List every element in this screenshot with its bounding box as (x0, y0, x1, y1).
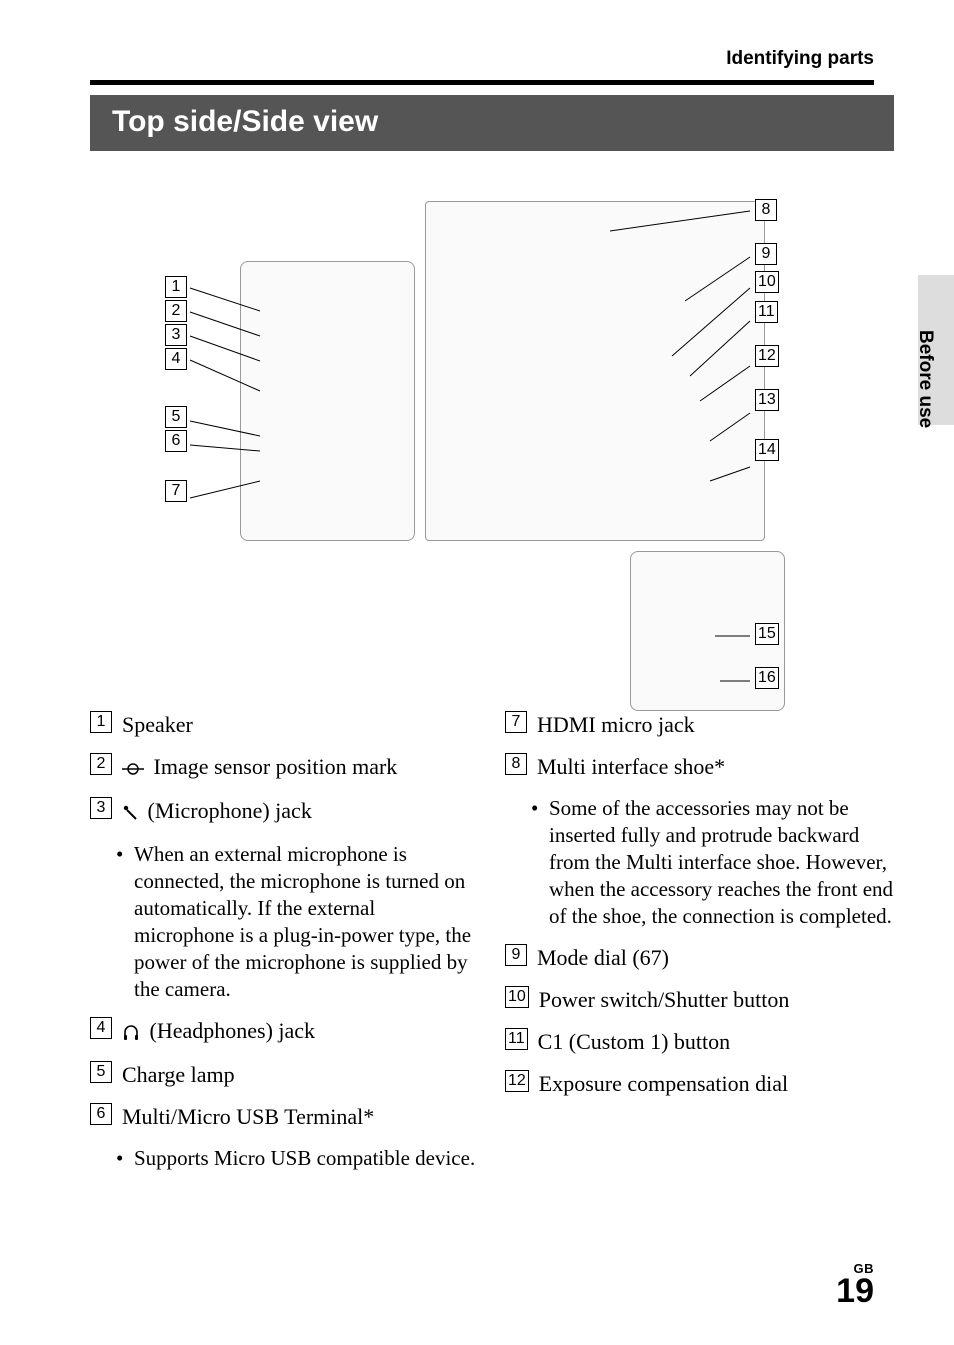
item-num: 6 (90, 1103, 112, 1125)
list-item: 9 Mode dial (67) (505, 944, 894, 972)
callouts-right: 8 9 10 11 12 13 14 (755, 199, 779, 463)
callout-num: 14 (755, 439, 779, 461)
item-label: Speaker (122, 711, 479, 739)
callout-num: 13 (755, 389, 779, 411)
callout-num: 16 (755, 667, 779, 689)
item-sub-bullet: Supports Micro USB compatible device. (116, 1145, 479, 1172)
item-label: Image sensor position mark (122, 753, 479, 783)
item-num: 11 (505, 1028, 528, 1050)
callout-num: 8 (755, 199, 777, 221)
sensor-mark-icon (122, 755, 144, 783)
item-label-text: Image sensor position mark (154, 754, 398, 779)
parts-list: 1 Speaker 2 Image sensor position mark 3 (90, 711, 894, 1186)
item-label: Mode dial (67) (537, 944, 894, 972)
list-item: 5 Charge lamp (90, 1061, 479, 1089)
item-label: HDMI micro jack (537, 711, 894, 739)
callout-num: 10 (755, 271, 779, 293)
list-item: 11 C1 (Custom 1) button (505, 1028, 894, 1056)
callout-num: 12 (755, 345, 779, 367)
item-num: 2 (90, 753, 112, 775)
list-item: 6 Multi/Micro USB Terminal* (90, 1103, 479, 1131)
list-item: 10 Power switch/Shutter button (505, 986, 894, 1014)
callout-num: 9 (755, 243, 777, 265)
list-item: 12 Exposure compensation dial (505, 1070, 894, 1098)
item-label: C1 (Custom 1) button (538, 1028, 894, 1056)
item-label: Multi/Micro USB Terminal* (122, 1103, 479, 1131)
list-item: 1 Speaker (90, 711, 479, 739)
running-header: Identifying parts (726, 48, 874, 70)
callout-num: 5 (165, 406, 187, 428)
item-num: 5 (90, 1061, 112, 1083)
list-item: 7 HDMI micro jack (505, 711, 894, 739)
item-num: 12 (505, 1070, 529, 1092)
list-item: 2 Image sensor position mark (90, 753, 479, 783)
item-sub: Some of the accessories may not be inser… (505, 795, 894, 929)
item-num: 10 (505, 986, 529, 1008)
list-item: 8 Multi interface shoe* (505, 753, 894, 781)
callout-num: 11 (755, 301, 778, 323)
item-num: 7 (505, 711, 527, 733)
callout-num: 4 (165, 348, 187, 370)
header-rule (90, 80, 874, 85)
item-num: 1 (90, 711, 112, 733)
parts-list-left: 1 Speaker 2 Image sensor position mark 3 (90, 711, 479, 1186)
item-sub: Supports Micro USB compatible device. (90, 1145, 479, 1172)
list-item: 3 (Microphone) jack (90, 797, 479, 827)
callout-num: 6 (165, 430, 187, 452)
callouts-left: 1 2 3 4 5 6 7 (165, 276, 187, 504)
item-label: Multi interface shoe* (537, 753, 894, 781)
item-sub-bullet: When an external microphone is connected… (116, 841, 479, 1002)
side-tab-label: Before use (914, 330, 936, 428)
item-label: Charge lamp (122, 1061, 479, 1089)
callout-num: 2 (165, 300, 187, 322)
item-num: 8 (505, 753, 527, 775)
diagram-side-view (240, 261, 415, 541)
callouts-right-lower: 15 16 (755, 623, 779, 711)
parts-list-right: 7 HDMI micro jack 8 Multi interface shoe… (505, 711, 894, 1186)
item-label-text: (Microphone) jack (148, 798, 312, 823)
section-title: Top side/Side view (90, 95, 894, 151)
list-item: 4 (Headphones) jack (90, 1017, 479, 1047)
item-num: 3 (90, 797, 112, 819)
item-sub: When an external microphone is connected… (90, 841, 479, 1002)
callout-num: 15 (755, 623, 779, 645)
callout-num: 3 (165, 324, 187, 346)
callout-num: 1 (165, 276, 187, 298)
page-footer: GB 19 (836, 1261, 874, 1307)
item-label-text: (Headphones) jack (150, 1018, 316, 1043)
item-label: (Headphones) jack (122, 1017, 479, 1047)
diagram-area: 1 2 3 4 5 6 7 8 9 10 11 12 13 14 15 16 (90, 181, 894, 701)
item-num: 9 (505, 944, 527, 966)
item-sub-bullet: Some of the accessories may not be inser… (531, 795, 894, 929)
item-label: Exposure compensation dial (539, 1070, 894, 1098)
callout-num: 7 (165, 480, 187, 502)
item-label: Power switch/Shutter button (539, 986, 894, 1014)
item-label: (Microphone) jack (122, 797, 479, 827)
page-number: 19 (836, 1276, 874, 1307)
microphone-icon (122, 799, 138, 827)
item-num: 4 (90, 1017, 112, 1039)
diagram-back-view (425, 201, 765, 541)
headphones-icon (122, 1019, 140, 1047)
